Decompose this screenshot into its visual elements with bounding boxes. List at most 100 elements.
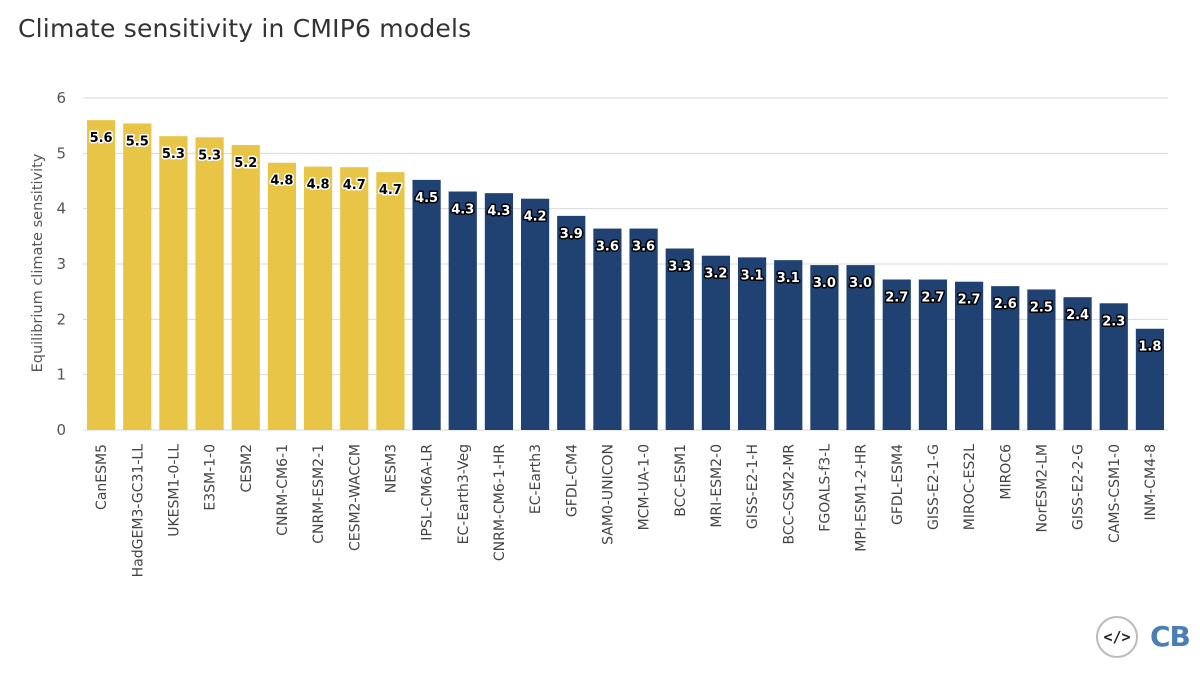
data-label-halo: 3.1 xyxy=(741,268,764,283)
data-label-halo: 2.7 xyxy=(885,290,908,305)
y-tick-label: 2 xyxy=(56,310,66,328)
data-label: 3.6 xyxy=(632,240,655,255)
x-tick-label: BCC-CSM2-MR xyxy=(781,444,797,545)
bar xyxy=(846,265,875,430)
data-label: 5.3 xyxy=(198,148,221,163)
x-tick-label: FGOALS-f3-L xyxy=(817,444,833,532)
x-tick-label: NorESM2-LM xyxy=(1034,444,1050,532)
bar xyxy=(1027,289,1056,430)
x-tick-label: EC-Earth3-Veg xyxy=(456,444,472,544)
x-tick-label: CNRM-CM6-1-HR xyxy=(492,444,508,561)
data-label-halo: 4.7 xyxy=(343,178,366,193)
x-tick-label: GFDL-ESM4 xyxy=(890,444,906,525)
data-label-halo: 4.3 xyxy=(451,203,474,218)
bar xyxy=(376,172,405,430)
x-tick-label: SAM0-UNICON xyxy=(600,444,616,545)
x-tick-label: EC-Earth3 xyxy=(528,444,544,514)
bar xyxy=(593,228,622,430)
x-tick-label: MCM-UA-1-0 xyxy=(637,444,653,530)
x-tick-label: IPSL-CM6A-LR xyxy=(420,444,436,541)
data-label: 2.7 xyxy=(958,293,981,308)
x-tick-label: CESM2 xyxy=(239,444,255,493)
bar xyxy=(629,228,658,430)
x-tick-label: E3SM-1-0 xyxy=(203,444,219,511)
data-label-halo: 2.5 xyxy=(1030,300,1053,315)
data-label-halo: 5.5 xyxy=(126,134,149,149)
x-tick-label: INM-CM4-8 xyxy=(1143,444,1159,520)
data-label: 3.6 xyxy=(596,240,619,255)
x-tick-label: HadGEM3-GC31-LL xyxy=(130,444,146,578)
data-label: 3.0 xyxy=(849,276,872,291)
data-label: 4.8 xyxy=(270,174,293,189)
bar xyxy=(303,166,333,430)
bar xyxy=(267,162,297,431)
bar xyxy=(882,279,911,430)
data-label-halo: 4.8 xyxy=(307,178,330,193)
bar xyxy=(86,120,116,430)
code-embed-icon[interactable]: </> xyxy=(1096,616,1138,658)
data-label-halo: 2.4 xyxy=(1066,308,1089,323)
carbon-brief-logo: CB xyxy=(1150,620,1191,653)
bar xyxy=(1099,303,1128,430)
bar xyxy=(701,255,731,430)
x-tick-label: CanESM5 xyxy=(94,444,110,510)
data-label: 2.7 xyxy=(921,290,944,305)
data-label: 3.1 xyxy=(741,268,764,283)
data-label: 4.2 xyxy=(524,210,547,225)
y-tick-label: 1 xyxy=(56,366,66,384)
data-label: 2.6 xyxy=(994,297,1017,312)
x-tick-label: CNRM-ESM2-1 xyxy=(311,444,327,544)
data-label-halo: 3.1 xyxy=(777,271,800,286)
x-tick-label: NESM3 xyxy=(383,444,399,493)
data-label-halo: 1.8 xyxy=(1138,340,1161,355)
bar xyxy=(195,137,224,430)
data-label-halo: 2.6 xyxy=(994,297,1017,312)
x-tick-label: MRI-ESM2-0 xyxy=(709,444,725,528)
chart-title: Climate sensitivity in CMIP6 models xyxy=(18,14,472,43)
data-label-halo: 3.6 xyxy=(596,240,619,255)
data-label: 5.2 xyxy=(234,156,257,171)
data-label-halo: 2.7 xyxy=(958,293,981,308)
bar xyxy=(991,286,1020,430)
bar xyxy=(448,191,477,430)
data-label: 5.5 xyxy=(126,134,149,149)
bar xyxy=(557,215,586,430)
y-tick-label: 3 xyxy=(56,255,66,273)
data-label-halo: 5.6 xyxy=(90,131,113,146)
x-tick-label: GISS-E2-2-G xyxy=(1071,444,1087,530)
x-tick-label: MIROC-ES2L xyxy=(962,444,978,530)
bar xyxy=(1135,328,1165,430)
data-label: 5.6 xyxy=(90,131,113,146)
x-tick-label: CESM2-WACCM xyxy=(347,444,363,551)
data-label-halo: 5.2 xyxy=(234,156,257,171)
data-label: 3.1 xyxy=(777,271,800,286)
data-label: 4.8 xyxy=(307,178,330,193)
bar xyxy=(520,198,550,430)
data-label-halo: 5.3 xyxy=(162,147,185,162)
bar xyxy=(954,281,984,430)
data-label: 2.5 xyxy=(1030,300,1053,315)
data-label: 3.0 xyxy=(813,276,836,291)
bar xyxy=(737,257,767,430)
gridlines xyxy=(83,97,1168,431)
y-axis-label: Equilibrium climate sensitivity xyxy=(30,153,46,372)
category-labels: CanESM5 HadGEM3-GC31-LL UKESM1-0-LL E3SM-1-… xyxy=(94,444,1159,578)
x-tick-label: GFDL-CM4 xyxy=(564,444,580,517)
y-tick-label: 6 xyxy=(56,89,66,107)
bar xyxy=(918,279,948,430)
data-label: 2.3 xyxy=(1102,314,1125,329)
data-label: 4.5 xyxy=(415,191,438,206)
data-label-halo: 3.0 xyxy=(849,276,872,291)
data-label-halo: 3.3 xyxy=(668,260,691,275)
data-label: 4.7 xyxy=(343,178,366,193)
x-tick-label: CAMS-CSM1-0 xyxy=(1107,444,1123,543)
data-label: 3.3 xyxy=(668,260,691,275)
x-tick-label: BCC-ESM1 xyxy=(673,444,689,517)
data-label: 4.3 xyxy=(451,203,474,218)
data-label: 3.2 xyxy=(704,267,727,282)
data-label: 2.7 xyxy=(885,290,908,305)
data-label-halo: 2.3 xyxy=(1102,314,1125,329)
y-tick-label: 5 xyxy=(56,144,66,162)
bar xyxy=(484,193,514,430)
